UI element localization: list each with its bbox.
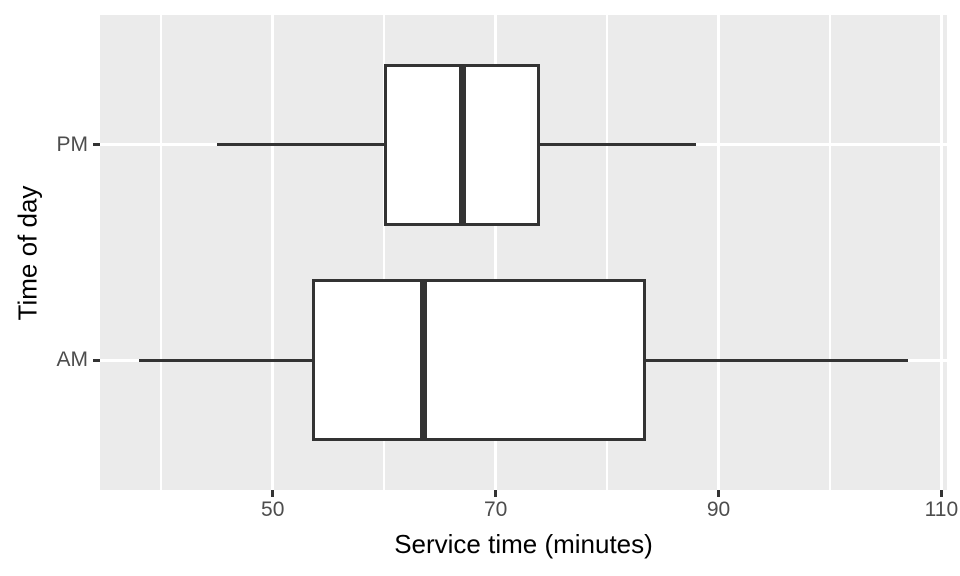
- y-tick-label: AM: [56, 348, 89, 372]
- y-tick-mark: [93, 359, 100, 362]
- gridline-x-minor: [160, 15, 163, 490]
- y-tick-mark: [93, 143, 100, 146]
- median-line: [419, 279, 427, 442]
- gridline-x-major: [940, 15, 943, 490]
- x-tick-mark: [271, 490, 274, 497]
- gridline-x-minor: [828, 15, 831, 490]
- whisker-right: [646, 358, 908, 362]
- x-tick-mark: [940, 490, 943, 497]
- y-tick-label: PM: [56, 132, 89, 156]
- plot-panel: [100, 15, 947, 490]
- whisker-left: [139, 358, 312, 362]
- gridline-x-major: [717, 15, 720, 490]
- gridline-x-minor: [606, 15, 609, 490]
- x-axis-title: Service time (minutes): [394, 529, 653, 559]
- whisker-right: [540, 143, 697, 147]
- x-tick-label: 110: [924, 498, 959, 521]
- gridline-x-minor: [383, 15, 386, 490]
- whisker-left: [217, 143, 385, 147]
- gridline-x-major: [271, 15, 275, 490]
- x-tick-label: 90: [706, 498, 731, 521]
- box-iqr: [311, 279, 647, 442]
- y-axis-title: Time of day: [12, 185, 42, 320]
- gridline-x-major: [494, 15, 498, 490]
- x-tick-label: 50: [261, 498, 285, 521]
- x-tick-mark: [494, 490, 497, 497]
- median-line: [458, 63, 466, 226]
- x-tick-mark: [717, 490, 720, 497]
- x-tick-label: 70: [483, 498, 508, 521]
